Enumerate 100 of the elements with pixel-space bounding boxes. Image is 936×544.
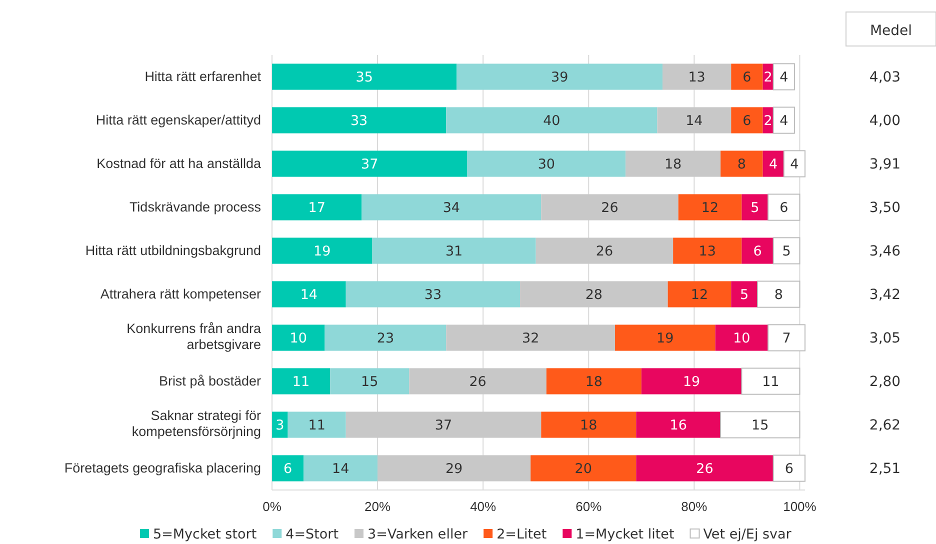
data-label: 13	[688, 69, 706, 86]
bar	[720, 150, 763, 177]
legend-label: Vet ej/Ej svar	[703, 526, 792, 543]
y-tick-label: Konkurrens från andra arbetsgivare	[126, 321, 262, 352]
data-label: 15	[752, 417, 769, 434]
data-label: 5	[740, 286, 749, 303]
bar	[372, 238, 536, 264]
bar	[446, 324, 616, 351]
data-label: 26	[596, 243, 614, 260]
data-label: 32	[522, 330, 540, 346]
data-label: 18	[664, 156, 682, 172]
text: 2,80	[869, 374, 901, 390]
text: 3,05	[869, 330, 901, 347]
y-tick-label: Hitta rätt utbildningsbakgrund	[85, 243, 261, 258]
data-label: 4	[790, 156, 799, 172]
bar	[272, 455, 304, 482]
bar	[731, 107, 763, 134]
text: 3,50	[869, 200, 901, 216]
bar	[768, 324, 806, 352]
data-label: 17	[308, 200, 326, 216]
bar	[541, 412, 636, 438]
bar	[626, 150, 721, 177]
data-label: 14	[686, 112, 703, 129]
legend-label: 2=Litet	[496, 526, 547, 543]
y-tick-label: Saknar strategi för kompetensförsörjning	[132, 408, 262, 440]
bar	[324, 324, 446, 351]
data-label: 30	[538, 156, 556, 172]
text: 3,42	[869, 287, 901, 304]
y-tick-label: Tidskrävande process	[129, 200, 262, 215]
bar	[657, 107, 732, 134]
bar	[741, 368, 800, 395]
data-label: 20	[574, 460, 592, 477]
bar	[272, 238, 372, 264]
bar	[272, 64, 457, 90]
bar	[456, 64, 663, 90]
data-label: 4	[780, 69, 788, 86]
data-label: 8	[774, 286, 783, 303]
data-label: 11	[292, 374, 310, 390]
bar	[772, 454, 806, 482]
bar	[304, 455, 378, 482]
bar	[772, 237, 800, 264]
data-label: 6	[284, 460, 292, 477]
bar	[615, 324, 716, 351]
data-label: 18	[585, 374, 603, 390]
data-label: 8	[737, 156, 746, 172]
text: 3,91	[869, 156, 901, 173]
data-label: 23	[376, 330, 394, 346]
bar	[636, 455, 774, 482]
data-label: 4	[780, 112, 788, 129]
data-label: 2	[764, 69, 772, 86]
data-label: 40	[543, 112, 560, 129]
y-tick-label: Brist på bostäder	[158, 374, 262, 389]
data-label: 34	[442, 200, 460, 216]
bar	[272, 368, 330, 394]
data-label: 4	[769, 156, 778, 172]
bar	[520, 281, 668, 308]
data-label: 10	[733, 330, 750, 346]
data-label: 33	[424, 286, 442, 303]
bar	[742, 238, 774, 264]
bar	[662, 64, 732, 90]
data-label: 19	[656, 330, 674, 346]
data-label: 33	[350, 112, 368, 129]
data-label: 2	[764, 112, 772, 129]
bar	[546, 368, 642, 394]
legend-label: 3=Varken eller	[368, 526, 468, 543]
y-tick-label: Kostnad för att ha anställda	[96, 156, 262, 172]
data-label: 13	[698, 243, 716, 260]
bar	[467, 150, 626, 177]
bar	[768, 194, 800, 221]
bar	[731, 281, 758, 308]
data-label: 10	[290, 330, 307, 346]
bar	[536, 238, 674, 264]
data-label: 19	[682, 374, 700, 390]
bar	[272, 412, 288, 438]
data-label: 5	[750, 200, 760, 216]
data-label: 28	[585, 286, 603, 303]
legend-label: 4=Stort	[286, 526, 338, 543]
data-label: 31	[445, 243, 463, 260]
data-label: 16	[670, 417, 687, 434]
bar	[446, 107, 658, 134]
x-tick-label: 80%	[681, 499, 708, 514]
data-label: 12	[690, 286, 708, 303]
bar	[641, 368, 742, 394]
legend-label: 5=Mycket stort	[153, 526, 257, 543]
bar	[272, 324, 325, 351]
y-tick-label: Företagets geografiska placering	[64, 460, 261, 476]
data-label: 37	[361, 156, 378, 172]
bar	[330, 368, 410, 394]
y-tick-label: Hitta rätt erfarenhet	[144, 69, 262, 84]
data-label: 3	[276, 417, 284, 434]
x-tick-label: 20%	[364, 499, 391, 514]
text: 2,51	[869, 461, 901, 478]
bar	[742, 194, 768, 220]
bar	[762, 150, 784, 177]
data-label: 7	[782, 330, 791, 346]
x-tick-label: 0%	[262, 499, 282, 514]
data-label: 26	[601, 200, 618, 216]
data-label: 35	[356, 69, 373, 86]
data-label: 5	[782, 243, 791, 260]
text: 4,03	[869, 70, 901, 86]
